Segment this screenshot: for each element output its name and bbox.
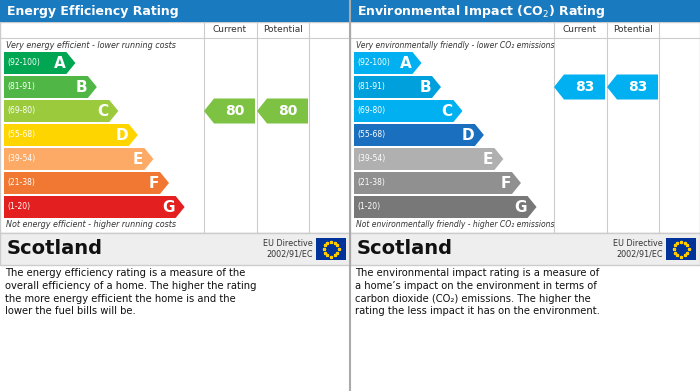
Bar: [316, 238, 346, 260]
Text: Potential: Potential: [263, 25, 303, 34]
Polygon shape: [354, 148, 503, 170]
Text: A: A: [54, 56, 65, 70]
Text: (1-20): (1-20): [7, 203, 30, 212]
Text: D: D: [116, 127, 128, 142]
Text: D: D: [461, 127, 474, 142]
Text: Not energy efficient - higher running costs: Not energy efficient - higher running co…: [6, 220, 176, 229]
Text: C: C: [97, 104, 108, 118]
Polygon shape: [607, 75, 658, 99]
Polygon shape: [4, 148, 153, 170]
Polygon shape: [354, 52, 421, 74]
Text: B: B: [419, 79, 431, 95]
Text: E: E: [133, 151, 144, 167]
Text: (55-68): (55-68): [7, 131, 35, 140]
Text: F: F: [148, 176, 159, 190]
Text: Current: Current: [213, 25, 247, 34]
Bar: [0, 233, 350, 265]
Bar: [666, 238, 696, 260]
Text: 80: 80: [225, 104, 244, 118]
Text: (92-100): (92-100): [7, 59, 40, 68]
Text: 83: 83: [575, 80, 594, 94]
Text: Current: Current: [563, 25, 597, 34]
Text: G: G: [514, 199, 526, 215]
Text: The energy efficiency rating is a measure of the
overall efficiency of a home. T: The energy efficiency rating is a measur…: [5, 268, 256, 316]
Text: (55-68): (55-68): [357, 131, 385, 140]
Polygon shape: [204, 99, 255, 124]
Text: (69-80): (69-80): [7, 106, 35, 115]
Polygon shape: [4, 52, 76, 74]
Bar: [0, 22, 350, 233]
Bar: [350, 233, 700, 265]
Text: Very energy efficient - lower running costs: Very energy efficient - lower running co…: [6, 41, 176, 50]
Bar: [0, 0, 350, 22]
Text: (21-38): (21-38): [7, 179, 35, 188]
Polygon shape: [4, 124, 138, 146]
Text: The environmental impact rating is a measure of
a home’s impact on the environme: The environmental impact rating is a mea…: [355, 268, 600, 316]
Text: (1-20): (1-20): [357, 203, 380, 212]
Polygon shape: [4, 172, 169, 194]
Text: EU Directive
2002/91/EC: EU Directive 2002/91/EC: [613, 239, 663, 259]
Polygon shape: [354, 100, 463, 122]
Text: 80: 80: [278, 104, 298, 118]
Text: C: C: [441, 104, 452, 118]
Polygon shape: [354, 196, 536, 218]
Text: 83: 83: [628, 80, 648, 94]
Text: (92-100): (92-100): [357, 59, 390, 68]
Text: (81-91): (81-91): [7, 83, 35, 91]
Text: Environmental Impact (CO$_2$) Rating: Environmental Impact (CO$_2$) Rating: [357, 2, 606, 20]
Polygon shape: [4, 100, 118, 122]
Polygon shape: [4, 196, 185, 218]
Text: EU Directive
2002/91/EC: EU Directive 2002/91/EC: [263, 239, 313, 259]
Text: Energy Efficiency Rating: Energy Efficiency Rating: [7, 5, 178, 18]
Text: Potential: Potential: [613, 25, 653, 34]
Bar: [350, 22, 700, 233]
Bar: [350, 0, 700, 22]
Text: (69-80): (69-80): [357, 106, 385, 115]
Polygon shape: [4, 76, 97, 98]
Text: F: F: [500, 176, 511, 190]
Text: (39-54): (39-54): [7, 154, 35, 163]
Polygon shape: [257, 99, 308, 124]
Text: B: B: [75, 79, 87, 95]
Polygon shape: [354, 172, 521, 194]
Polygon shape: [354, 76, 441, 98]
Text: A: A: [400, 56, 412, 70]
Text: (39-54): (39-54): [357, 154, 385, 163]
Text: Scotland: Scotland: [7, 240, 103, 258]
Polygon shape: [554, 75, 605, 99]
Text: Very environmentally friendly - lower CO₂ emissions: Very environmentally friendly - lower CO…: [356, 41, 554, 50]
Text: E: E: [483, 151, 493, 167]
Text: Scotland: Scotland: [357, 240, 453, 258]
Text: Not environmentally friendly - higher CO₂ emissions: Not environmentally friendly - higher CO…: [356, 220, 554, 229]
Polygon shape: [354, 124, 484, 146]
Text: (21-38): (21-38): [357, 179, 385, 188]
Text: (81-91): (81-91): [357, 83, 385, 91]
Text: G: G: [162, 199, 174, 215]
